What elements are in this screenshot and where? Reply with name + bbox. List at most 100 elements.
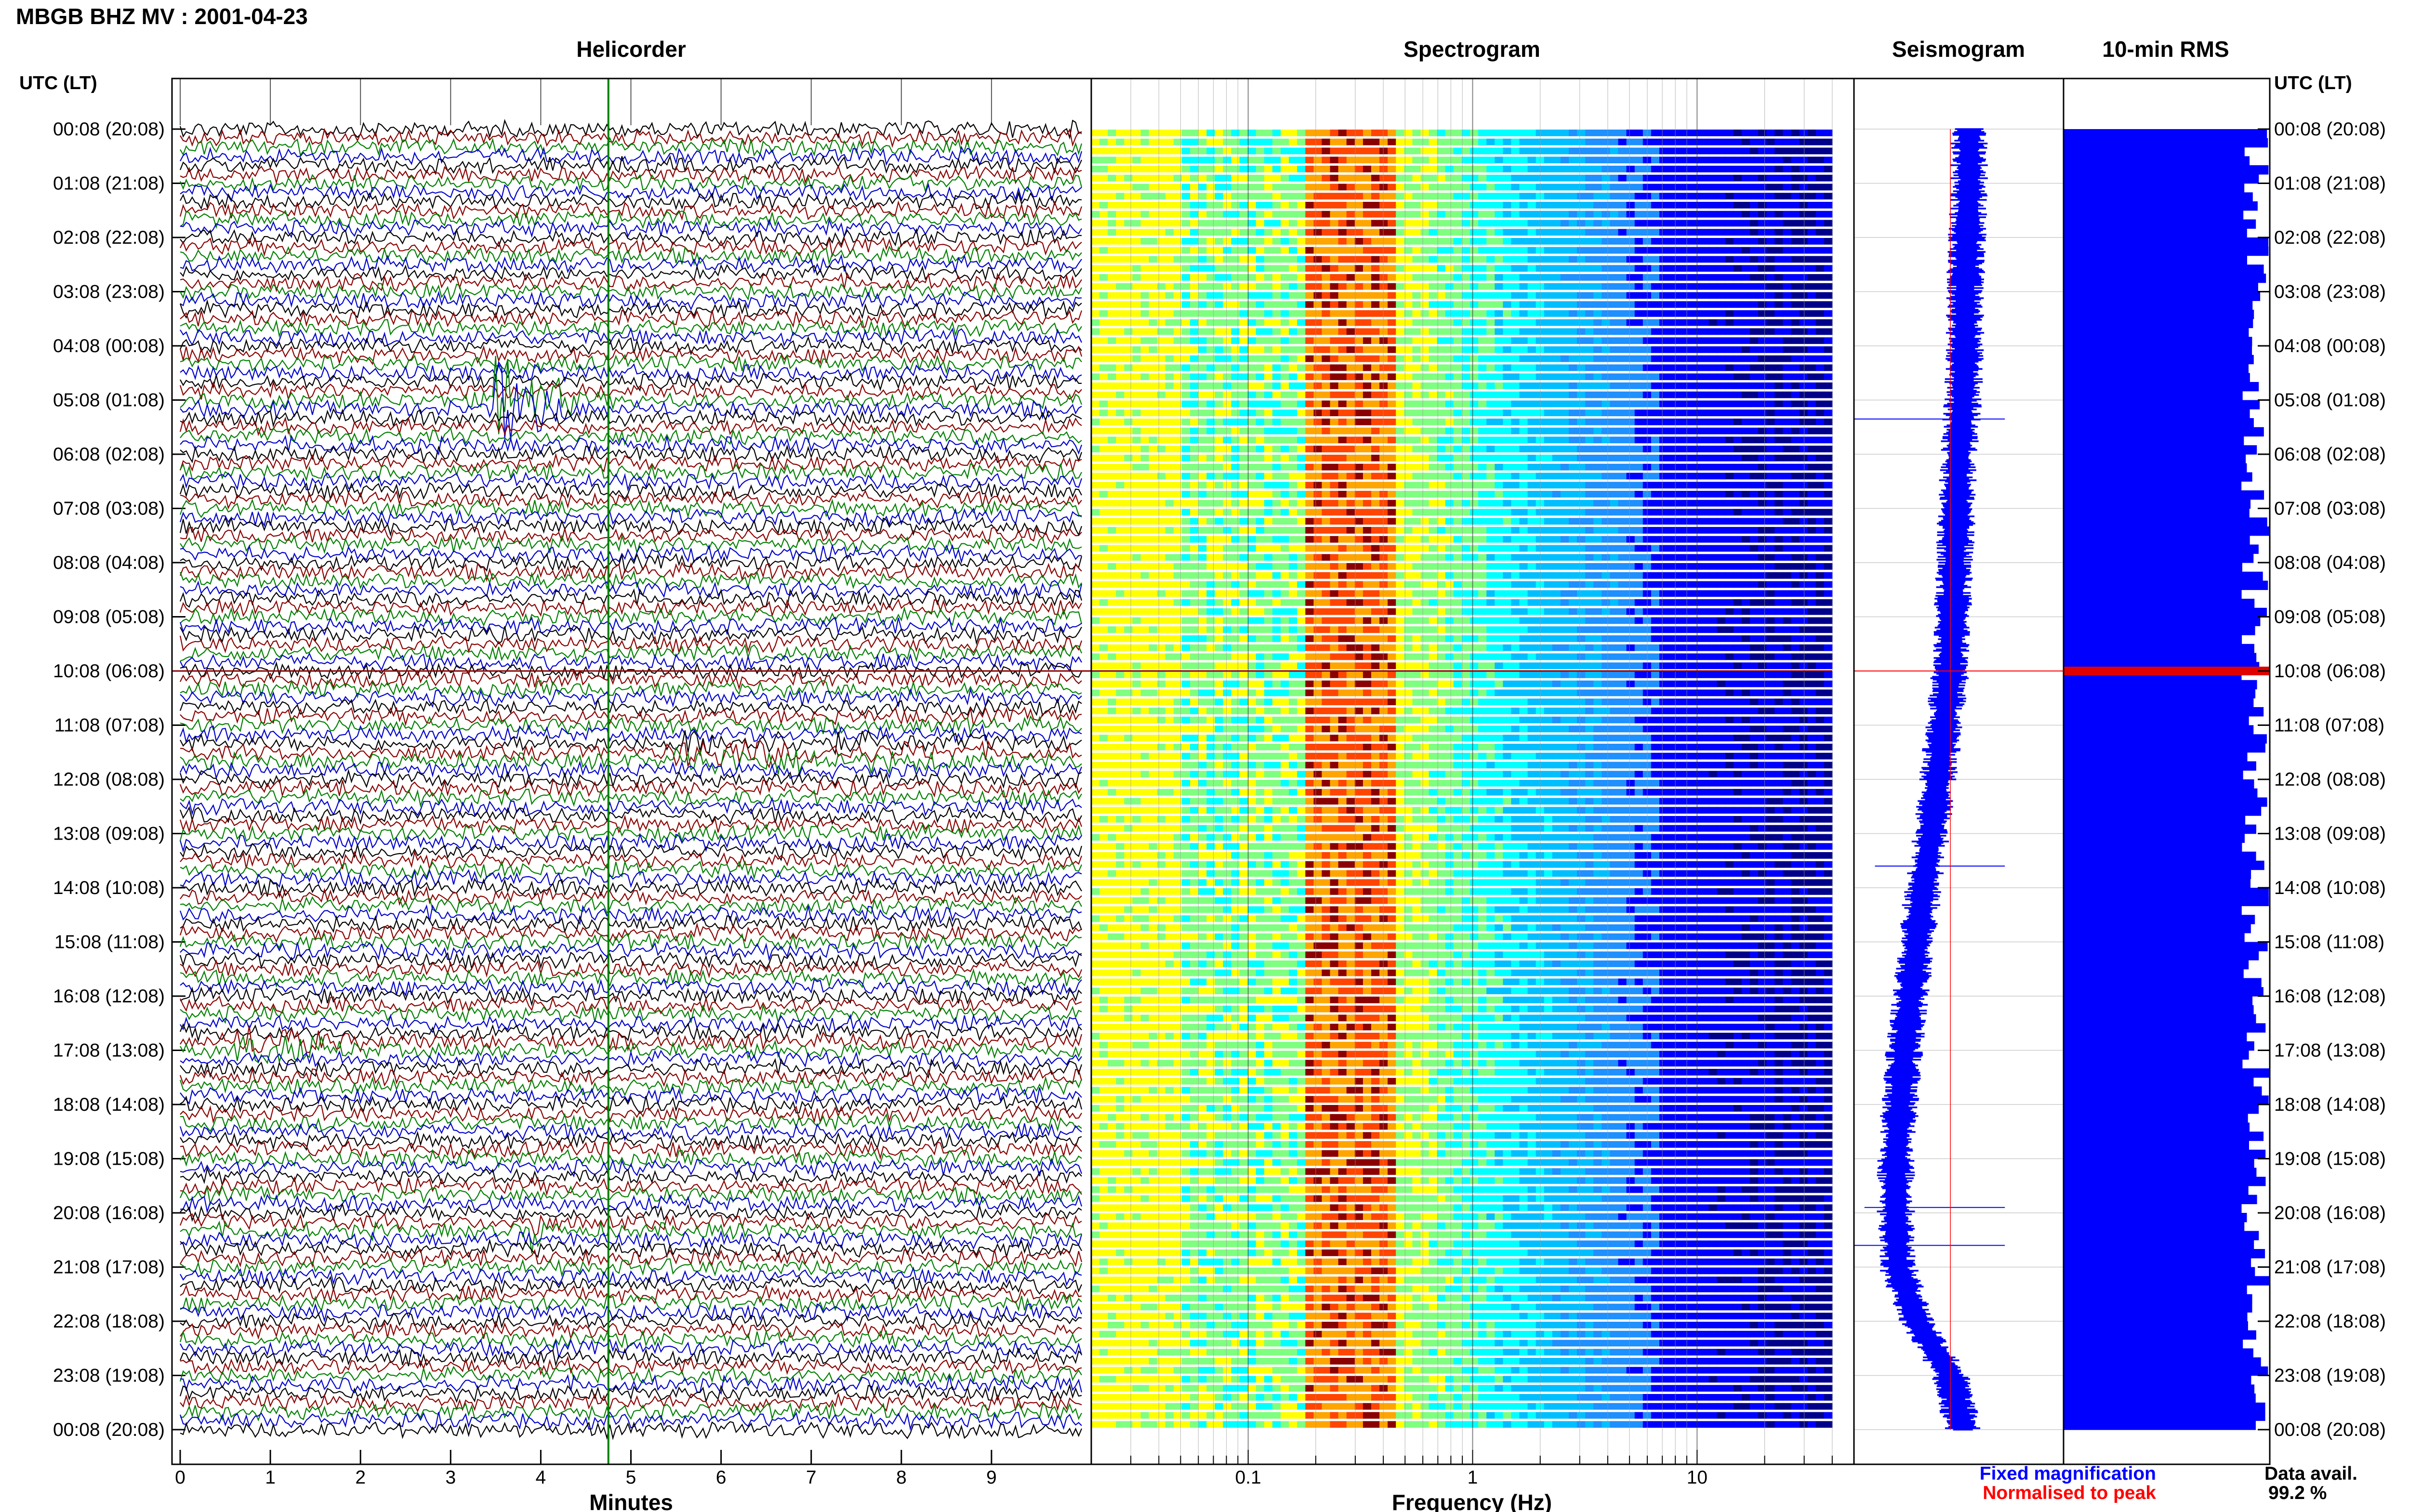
- spectrogram-cell: [1511, 446, 1520, 453]
- spectrogram-cell: [1552, 220, 1561, 227]
- spectrogram-cell: [1758, 364, 1767, 371]
- spectrogram-cell: [1388, 147, 1396, 155]
- spectrogram-cell: [1165, 400, 1174, 408]
- spectrogram-cell: [1412, 247, 1421, 254]
- spectrogram-cell: [1684, 310, 1693, 317]
- spectrogram-cell: [1708, 373, 1718, 381]
- spectrogram-cell: [1429, 328, 1438, 335]
- spectrogram-cell: [1272, 545, 1281, 552]
- spectrogram-cell: [1585, 455, 1594, 461]
- spectrogram-cell: [1750, 518, 1759, 525]
- helicorder-trace: [180, 327, 1082, 347]
- spectrogram-cell: [1791, 328, 1800, 335]
- spectrogram-cell: [1807, 455, 1816, 461]
- spectrogram-cell: [1173, 400, 1182, 408]
- spectrogram-cell: [1437, 147, 1446, 155]
- spectrogram-cell: [1346, 463, 1355, 471]
- spectrogram-cell: [1165, 184, 1174, 191]
- spectrogram-cell: [1404, 419, 1413, 425]
- spectrogram-cell: [1215, 292, 1224, 299]
- spectrogram-cell: [1281, 238, 1289, 245]
- spectrogram-cell: [1684, 157, 1693, 164]
- spectrogram-cell: [1297, 265, 1306, 272]
- spectrogram-cell: [1239, 210, 1248, 218]
- spectrogram-cell: [1264, 527, 1273, 534]
- spectrogram-cell: [1807, 147, 1816, 155]
- spectrogram-cell: [1215, 364, 1224, 371]
- spectrogram-cell: [1815, 346, 1825, 353]
- spectrogram-cell: [1634, 364, 1643, 371]
- spectrogram-cell: [1256, 174, 1265, 182]
- spectrogram-cell: [1371, 184, 1380, 191]
- spectrogram-cell: [1725, 463, 1734, 471]
- spectrogram-cell: [1165, 310, 1174, 317]
- spectrogram-cell: [1322, 202, 1331, 209]
- spectrogram-cell: [1783, 193, 1792, 200]
- spectrogram-cell: [1206, 157, 1216, 164]
- spectrogram-cell: [1173, 193, 1182, 200]
- spectrogram-cell: [1544, 455, 1553, 461]
- spectrogram-cell: [1634, 184, 1643, 191]
- spectrogram-cell: [1799, 130, 1808, 136]
- spectrogram-cell: [1503, 373, 1512, 381]
- spectrogram-cell: [1239, 509, 1248, 516]
- spectrogram-cell: [1165, 238, 1174, 245]
- spectrogram-cell: [1593, 238, 1602, 245]
- spectrogram-cell: [1420, 328, 1430, 335]
- helicorder-trace: [180, 145, 1083, 167]
- spectrogram-cell: [1354, 382, 1363, 389]
- spectrogram-cell: [1108, 210, 1117, 218]
- spectrogram-cell: [1725, 274, 1734, 281]
- spectrogram-cell: [1717, 509, 1726, 516]
- spectrogram-cell: [1165, 319, 1174, 326]
- spectrogram-cell: [1108, 184, 1117, 191]
- spectrogram-cell: [1519, 427, 1528, 434]
- spectrogram-cell: [1223, 184, 1232, 191]
- spectrogram-cell: [1610, 509, 1619, 516]
- spectrogram-cell: [1198, 373, 1207, 381]
- spectrogram-cell: [1247, 545, 1257, 552]
- spectrogram-cell: [1511, 319, 1520, 326]
- spectrogram-cell: [1519, 364, 1528, 371]
- spectrogram-cell: [1396, 427, 1405, 434]
- spectrogram-cell: [1412, 138, 1421, 145]
- spectrogram-cell: [1659, 446, 1668, 453]
- spectrogram-cell: [1758, 455, 1767, 461]
- spectrogram-cell: [1297, 130, 1306, 136]
- spectrogram-cell: [1206, 427, 1216, 434]
- helicorder-trace: [179, 1212, 1082, 1237]
- helicorder-trace: [180, 580, 1083, 600]
- spectrogram-cell: [1585, 599, 1594, 606]
- spectrogram-cell: [1264, 482, 1273, 489]
- spectrogram-cell: [1569, 193, 1577, 200]
- spectrogram-cell: [1577, 130, 1586, 136]
- spectrogram-cell: [1149, 265, 1158, 272]
- spectrogram-cell: [1783, 545, 1792, 552]
- spectrogram-cell: [1774, 509, 1784, 516]
- spectrogram-cell: [1124, 301, 1133, 308]
- spectrogram-cell: [1132, 310, 1141, 317]
- spectrogram-cell: [1132, 482, 1141, 489]
- spectrogram-cell: [1717, 446, 1726, 453]
- spectrogram-cell: [1223, 427, 1232, 434]
- spectrogram-cell: [1544, 373, 1553, 381]
- spectrogram-cell: [1313, 147, 1323, 155]
- spectrogram-cell: [1297, 536, 1306, 543]
- spectrogram-cell: [1552, 247, 1561, 254]
- spectrogram-cell: [1503, 463, 1512, 471]
- spectrogram-cell: [1700, 391, 1709, 398]
- spectrogram-cell: [1824, 301, 1833, 308]
- spectrogram-cell: [1132, 174, 1141, 182]
- spectrogram-cell: [1116, 238, 1125, 245]
- spectrogram-cell: [1116, 364, 1125, 371]
- spectrogram-cell: [1684, 256, 1693, 263]
- spectrogram-cell: [1404, 238, 1413, 245]
- spectrogram-cell: [1091, 157, 1100, 164]
- spectrogram-cell: [1527, 536, 1536, 543]
- spectrogram-cell: [1478, 265, 1487, 272]
- spectrogram-cell: [1676, 473, 1685, 480]
- spectrogram-cell: [1322, 166, 1331, 172]
- spectrogram-cell: [1676, 409, 1685, 417]
- spectrogram-cell: [1313, 166, 1323, 172]
- spectrogram-cell: [1173, 491, 1182, 498]
